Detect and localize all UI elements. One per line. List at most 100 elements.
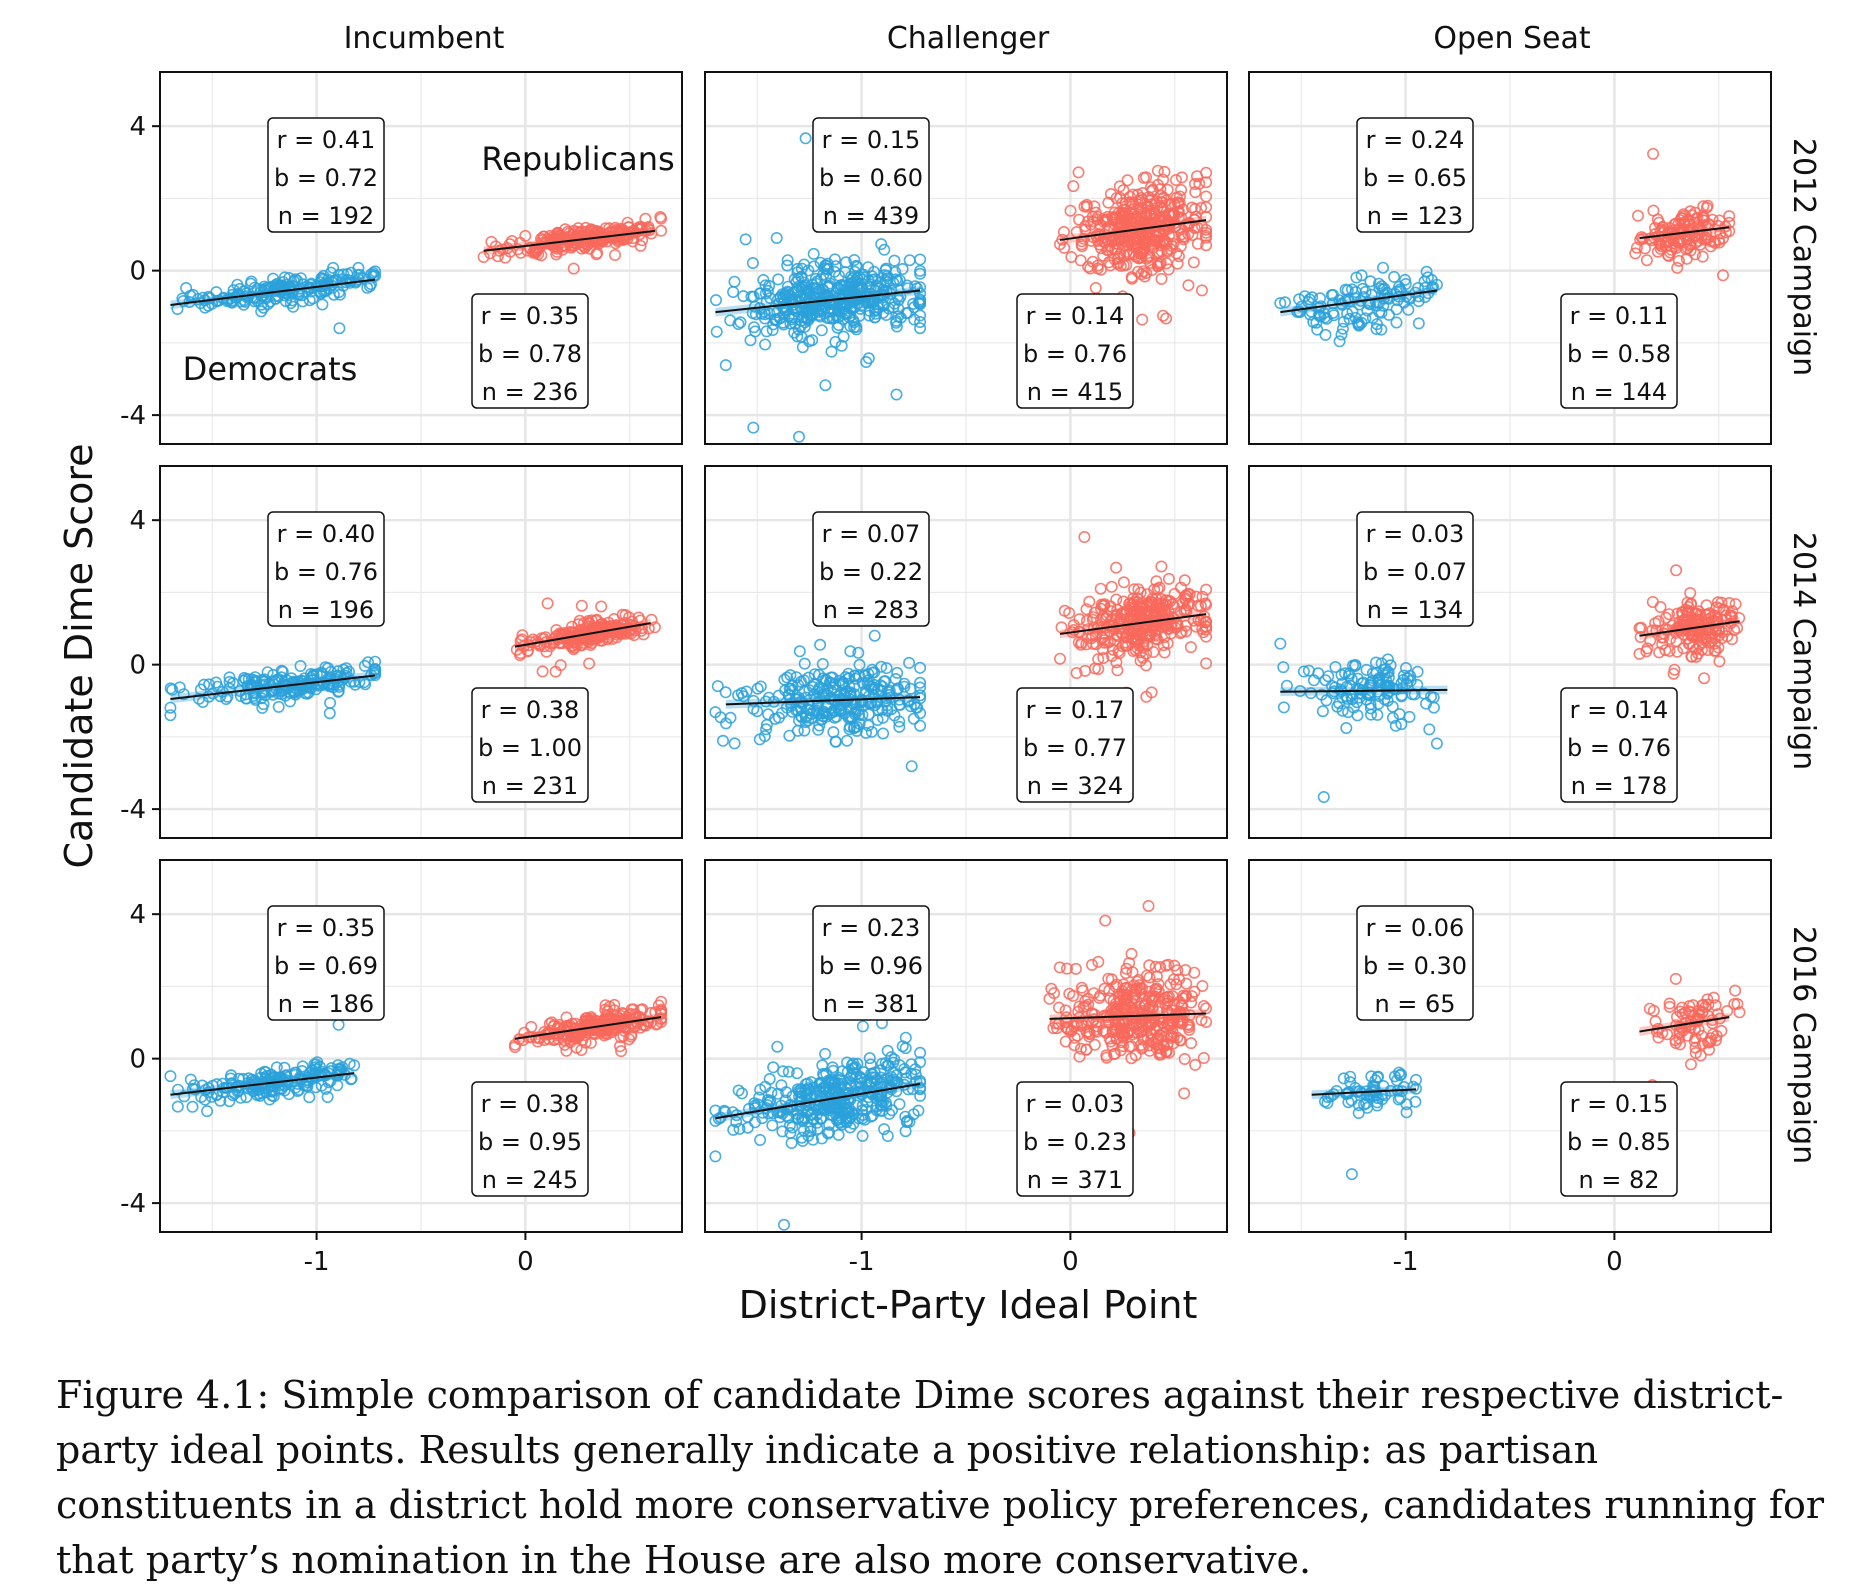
rep-point — [1689, 212, 1702, 225]
dem-point — [238, 671, 251, 684]
rep-point — [1045, 982, 1058, 995]
rep-point — [1178, 230, 1191, 243]
rep-point — [613, 226, 626, 239]
dem-point — [905, 1058, 918, 1071]
rep-stat-r: r = 0.17 — [1026, 696, 1125, 724]
rep-point — [597, 1027, 610, 1040]
dem-point — [888, 1053, 901, 1066]
rep-point — [1118, 1004, 1131, 1017]
dem-point — [914, 315, 927, 328]
rep-stat-b: b = 0.23 — [1023, 1128, 1127, 1156]
dem-point — [799, 132, 812, 145]
dem-fit-line — [725, 696, 921, 706]
dem-point — [1386, 711, 1399, 724]
dem-point — [850, 320, 863, 333]
rep-point — [1629, 247, 1642, 260]
rep-point — [1164, 595, 1177, 608]
rep-point — [1164, 1031, 1177, 1044]
rep-point — [1671, 645, 1684, 658]
rep-point — [1130, 1017, 1143, 1030]
rep-point — [1078, 530, 1091, 543]
dem-point — [878, 1074, 891, 1087]
dem-point — [863, 1052, 876, 1065]
rep-point — [1144, 256, 1157, 269]
rep-point — [575, 639, 588, 652]
dem-stat-box — [267, 511, 385, 627]
y-axis-title: Candidate Dime Score — [57, 443, 101, 868]
dem-point — [914, 253, 927, 266]
y-tick-label: -4 — [120, 795, 146, 825]
dem-point — [333, 322, 346, 335]
rep-stat-r: r = 0.03 — [1026, 1090, 1125, 1118]
rep-point — [1200, 615, 1213, 628]
rep-point — [1167, 237, 1180, 250]
rep-stat-n: n = 178 — [1571, 772, 1667, 800]
dem-point — [237, 298, 250, 311]
rep-point — [1067, 989, 1080, 1002]
rep-fit-line — [1049, 1012, 1207, 1020]
dem-point — [1302, 664, 1315, 677]
dem-point — [1345, 1168, 1358, 1181]
panel-frame — [1248, 859, 1772, 1233]
dem-stat-r: r = 0.06 — [1366, 914, 1465, 942]
rep-point — [525, 1020, 538, 1033]
rep-point — [1634, 233, 1647, 246]
rep-point — [1200, 583, 1213, 596]
dem-point — [914, 1046, 927, 1059]
rep-point — [1137, 599, 1150, 612]
rep-point — [1127, 188, 1140, 201]
dem-point — [889, 273, 902, 286]
dem-point — [880, 662, 893, 675]
dem-point — [739, 233, 752, 246]
rep-point — [1110, 561, 1123, 574]
rep-point — [1129, 237, 1142, 250]
rep-point — [1179, 593, 1192, 606]
dem-point — [321, 1091, 334, 1104]
rep-stat-box — [471, 293, 589, 409]
rep-point — [1098, 213, 1111, 226]
dem-point — [171, 1100, 184, 1113]
rep-point — [511, 243, 524, 256]
rep-point — [1724, 609, 1737, 622]
rep-point — [1702, 998, 1715, 1011]
dem-point — [877, 727, 890, 740]
rep-point — [1701, 993, 1714, 1006]
rep-point — [1067, 623, 1080, 636]
rep-point — [1164, 978, 1177, 991]
dem-point — [829, 1077, 842, 1090]
rep-point — [1082, 992, 1095, 1005]
dem-point — [319, 661, 332, 674]
dem-point — [177, 688, 190, 701]
dem-point — [910, 701, 923, 714]
dem-point — [799, 1078, 812, 1091]
rep-point — [1092, 955, 1105, 968]
rep-point — [1683, 230, 1696, 243]
dem-point — [903, 254, 916, 267]
rep-point — [1693, 1009, 1706, 1022]
dem-point — [777, 1218, 790, 1231]
dem-point — [871, 683, 884, 696]
rep-point — [1143, 194, 1156, 207]
fit-lines-layer — [170, 219, 1740, 1120]
rep-point — [1084, 218, 1097, 231]
rep-point — [1170, 174, 1183, 187]
y-tick-label: 4 — [129, 112, 146, 142]
rep-point — [1108, 1048, 1121, 1061]
rep-point — [1075, 636, 1088, 649]
rep-point — [550, 248, 563, 261]
dem-point — [810, 692, 823, 705]
dem-point — [891, 682, 904, 695]
dem-point — [793, 645, 806, 658]
rep-point — [1670, 564, 1683, 577]
rep-point — [1064, 204, 1077, 217]
rep-stat-b: b = 0.76 — [1567, 734, 1671, 762]
rep-stat-r: r = 0.15 — [1570, 1090, 1669, 1118]
rep-point — [1139, 206, 1152, 219]
dem-point — [1394, 1092, 1407, 1105]
rep-point — [1136, 1007, 1149, 1020]
dem-point — [1317, 790, 1330, 803]
rep-point — [585, 614, 598, 627]
row-header-2014: 2014 Campaign — [1786, 532, 1821, 770]
rep-point — [655, 1015, 668, 1028]
dem-point — [1404, 674, 1417, 687]
